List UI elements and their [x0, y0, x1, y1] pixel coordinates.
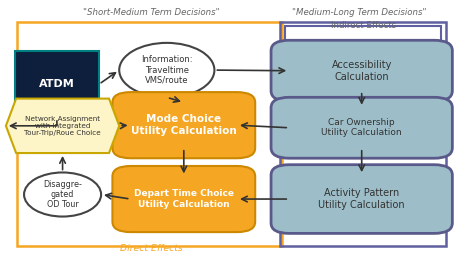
Text: Direct Effects: Direct Effects — [119, 244, 182, 253]
FancyBboxPatch shape — [270, 40, 451, 101]
Text: "Short-Medium Term Decisions": "Short-Medium Term Decisions" — [82, 8, 219, 17]
Text: Network Assignment
with Integrated
Tour-Trip/Roue Choice: Network Assignment with Integrated Tour-… — [24, 116, 101, 136]
FancyBboxPatch shape — [270, 97, 451, 158]
Bar — [279, 22, 445, 246]
Text: Indirect Effects: Indirect Effects — [331, 21, 396, 30]
Circle shape — [119, 43, 214, 97]
Bar — [15, 51, 99, 118]
FancyBboxPatch shape — [112, 92, 255, 158]
Text: Disaggre-
gated
OD Tour: Disaggre- gated OD Tour — [43, 180, 82, 209]
Text: Mode Choice
Utility Calculation: Mode Choice Utility Calculation — [131, 114, 236, 136]
Bar — [17, 22, 282, 246]
Text: Activity Pattern
Utility Calculation: Activity Pattern Utility Calculation — [318, 188, 404, 210]
Text: ATDM: ATDM — [39, 79, 75, 89]
Text: Information:
Traveltime
VMS/route: Information: Traveltime VMS/route — [141, 55, 192, 85]
Bar — [284, 26, 440, 109]
FancyBboxPatch shape — [112, 166, 255, 232]
Text: "Medium-Long Term Decisions": "Medium-Long Term Decisions" — [292, 8, 426, 17]
Polygon shape — [6, 99, 119, 153]
FancyBboxPatch shape — [270, 165, 451, 233]
Circle shape — [24, 172, 101, 217]
Text: Depart Time Choice
Utility Calculation: Depart Time Choice Utility Calculation — [133, 189, 233, 209]
Text: Accessibility
Calculation: Accessibility Calculation — [331, 60, 391, 81]
Text: Car Ownership
Utility Calculation: Car Ownership Utility Calculation — [321, 118, 401, 138]
